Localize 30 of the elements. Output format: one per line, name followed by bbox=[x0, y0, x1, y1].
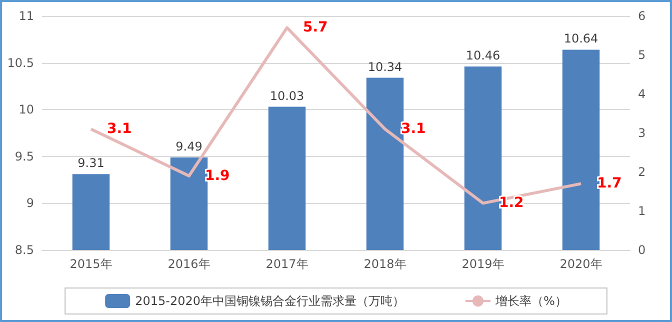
data-label: 10.03 bbox=[270, 88, 304, 103]
x-tick-label: 2015年 bbox=[70, 257, 112, 271]
y-tick-label: 11 bbox=[18, 9, 34, 23]
data-label: 10.46 bbox=[466, 48, 500, 63]
y-tick-label: 10.5 bbox=[7, 56, 34, 70]
legend-label: 增长率（%） bbox=[494, 294, 567, 308]
x-tick-label: 2020年 bbox=[560, 257, 602, 271]
x-tick-label: 2016年 bbox=[168, 257, 210, 271]
x-tick-label: 2018年 bbox=[364, 257, 406, 271]
y-tick-label: 10 bbox=[18, 102, 34, 117]
y2-tick-label: 0 bbox=[638, 243, 646, 257]
legend-label: 2015-2020年中国铜镍锡合金行业需求量（万吨） bbox=[135, 294, 405, 308]
y-tick-label: 8.5 bbox=[14, 243, 34, 257]
y2-tick-label: 3 bbox=[638, 126, 646, 140]
data-label: 5.7 bbox=[303, 20, 328, 36]
y2-tick-label: 5 bbox=[638, 48, 646, 62]
x-tick-label: 2019年 bbox=[462, 257, 504, 271]
data-label: 9.31 bbox=[78, 156, 104, 170]
y2-tick-label: 2 bbox=[638, 165, 646, 179]
y-tick-label: 9.5 bbox=[14, 149, 34, 164]
data-label: 10.64 bbox=[564, 32, 598, 46]
data-label: 3.1 bbox=[107, 121, 132, 138]
data-label: 9.49 bbox=[176, 139, 202, 154]
data-label: 10.34 bbox=[368, 60, 402, 74]
x-tick-label: 2017年 bbox=[266, 257, 308, 271]
data-label: 1.2 bbox=[499, 195, 524, 212]
y2-tick-label: 6 bbox=[638, 9, 646, 23]
y2-tick-label: 4 bbox=[638, 87, 646, 101]
y2-tick-label: 1 bbox=[638, 204, 646, 218]
y-tick-label: 9 bbox=[26, 196, 34, 210]
